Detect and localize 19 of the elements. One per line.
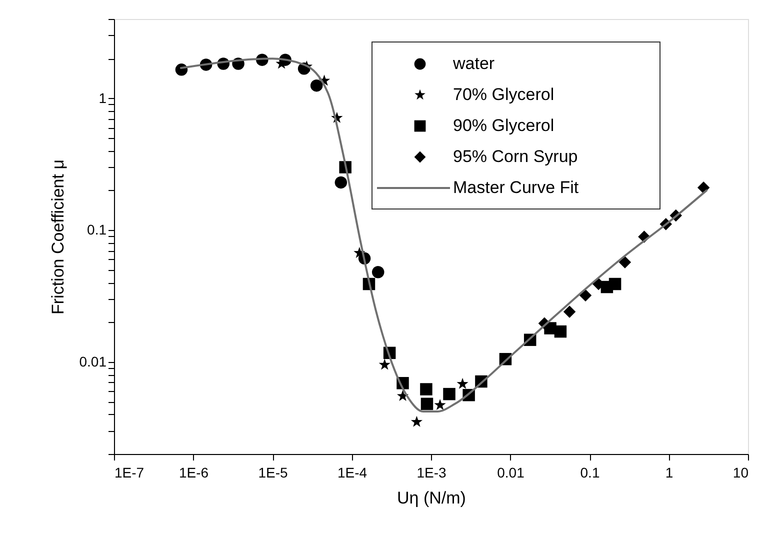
y-tick-label: 0.01 xyxy=(79,353,107,370)
x-tick-label: 1E-7 xyxy=(114,464,144,480)
y-tick-label: 1 xyxy=(98,90,107,106)
x-tick-label: 1E-3 xyxy=(416,464,446,480)
x-axis-title: Uη (N/m) xyxy=(397,488,466,508)
x-tick-label: 0.1 xyxy=(580,464,600,480)
x-tick-label: 0.01 xyxy=(497,464,525,480)
x-tick-label: 1E-5 xyxy=(258,464,288,480)
legend-label: 90% Glycerol xyxy=(453,116,554,135)
x-tick-label: 1 xyxy=(665,464,674,480)
y-axis-title: Friction Coefficient μ xyxy=(48,160,68,314)
legend-label: Master Curve Fit xyxy=(453,178,579,197)
x-tick-label: 1E-6 xyxy=(178,464,209,480)
x-tick-label: 10 xyxy=(732,464,749,480)
y-tick-label: 0.1 xyxy=(87,222,107,238)
x-tick-label: 1E-4 xyxy=(337,464,368,480)
legend-label: water xyxy=(452,54,495,73)
legend-label: 70% Glycerol xyxy=(453,85,554,104)
legend-label: 95% Corn Syrup xyxy=(453,147,578,166)
